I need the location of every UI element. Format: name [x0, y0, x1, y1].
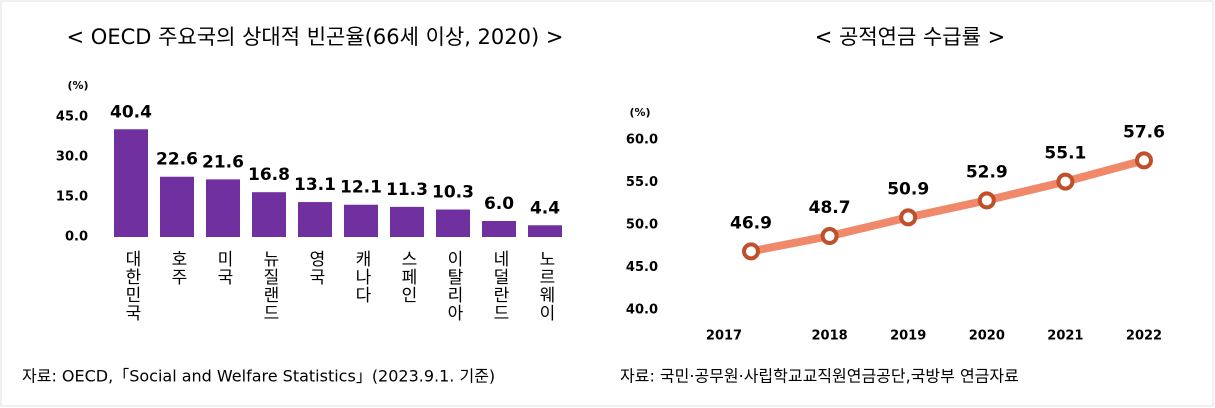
value-label: 12.1 — [340, 178, 382, 198]
x-tick-label: 2020 — [969, 329, 1005, 344]
bar — [114, 129, 148, 237]
unit-label: (%) — [629, 106, 650, 119]
bar — [482, 221, 516, 237]
bar — [206, 179, 240, 237]
y-tick-label: 50.0 — [626, 218, 658, 233]
y-tick-label: 0.0 — [65, 230, 88, 245]
y-tick-label: 40.0 — [626, 303, 658, 318]
value-label: 57.6 — [1123, 122, 1165, 142]
bar — [160, 176, 194, 237]
x-tick-label: 뉴질랜드 — [259, 250, 279, 322]
y-tick-label: 45.0 — [626, 260, 658, 275]
source: 자료: 국민·공무원·사립학교교직원연금공단,국방부 연금자료 — [620, 367, 1019, 386]
chart-title: < OECD 주요국의 상대적 빈곤율(66세 이상, 2020) > — [67, 25, 564, 49]
value-label: 16.8 — [248, 165, 290, 185]
x-tick-label: 2019 — [890, 329, 926, 344]
unit-label: (%) — [67, 79, 88, 92]
y-tick-label: 60.0 — [626, 133, 658, 148]
chart-title: < 공적연금 수급률 > — [815, 25, 1005, 49]
x-tick-label: 노르웨이 — [535, 250, 555, 322]
y-tick-label: 55.0 — [626, 175, 658, 190]
line — [747, 156, 1148, 256]
x-tick-label: 2018 — [812, 329, 848, 344]
marker — [899, 208, 918, 227]
x-tick-label: 대한민국 — [121, 250, 141, 322]
marker — [1056, 172, 1075, 191]
value-label: 13.1 — [294, 175, 336, 195]
value-label: 46.9 — [730, 213, 772, 233]
bar — [344, 204, 378, 237]
value-label: 55.1 — [1044, 144, 1086, 164]
value-label: 21.6 — [202, 152, 244, 172]
bar — [436, 209, 470, 237]
x-tick-label: 2017 — [706, 329, 742, 344]
value-label: 40.4 — [110, 102, 152, 122]
value-label: 22.6 — [156, 150, 198, 170]
x-tick-label: 캐나다 — [351, 250, 371, 304]
marker — [820, 227, 839, 246]
y-tick-label: 15.0 — [56, 190, 88, 205]
x-tick-label: 스페인 — [397, 250, 417, 304]
bar — [298, 202, 332, 237]
x-tick-label: 2022 — [1126, 329, 1162, 344]
bar — [528, 225, 562, 237]
y-tick-label: 45.0 — [56, 110, 88, 125]
value-label: 50.9 — [887, 179, 929, 199]
source: 자료: OECD,「Social and Welfare Statistics」… — [22, 367, 495, 386]
x-tick-label: 이탈리아 — [443, 250, 463, 322]
marker — [1135, 151, 1153, 170]
x-tick-label: 영국 — [305, 250, 325, 286]
value-label: 52.9 — [966, 162, 1008, 182]
marker — [742, 242, 760, 261]
marker — [977, 191, 996, 210]
bar — [252, 192, 286, 237]
x-tick-label: 미국 — [213, 250, 233, 286]
value-label: 11.3 — [386, 180, 428, 200]
value-label: 10.3 — [432, 183, 474, 203]
x-tick-label: 호주 — [167, 250, 187, 286]
value-label: 6.0 — [484, 194, 514, 214]
x-tick-label: 2021 — [1047, 329, 1083, 344]
bar — [390, 206, 424, 237]
value-label: 4.4 — [530, 198, 560, 218]
value-label: 48.7 — [809, 198, 851, 218]
y-tick-label: 30.0 — [56, 150, 88, 165]
x-tick-label: 네덜란드 — [489, 250, 509, 322]
